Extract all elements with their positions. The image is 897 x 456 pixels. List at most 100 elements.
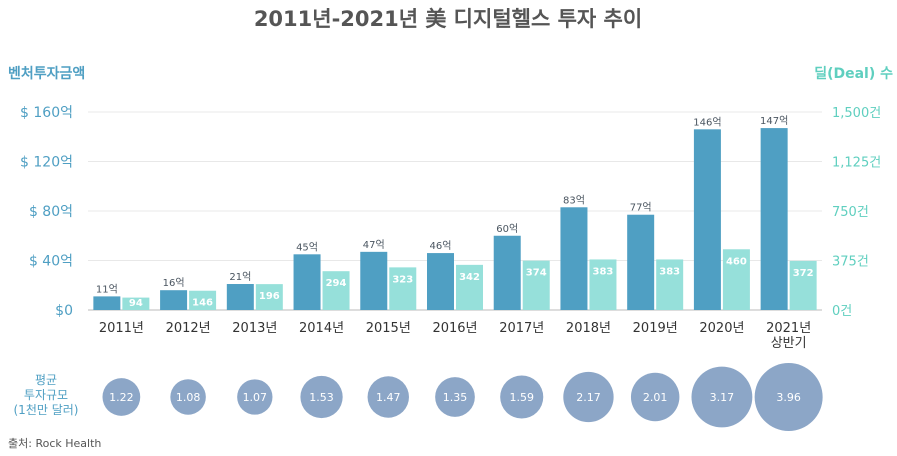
category-label: 상반기 <box>771 336 807 351</box>
bars: 11억 94 16억 146 21억 196 45억 294 47억 323 46억 342 60억 37… <box>93 115 817 310</box>
avg-investment-bubble <box>367 376 409 418</box>
avg-investment-bubble-label: 1.08 <box>176 391 201 404</box>
avg-investment-bubble <box>237 379 273 415</box>
deal-count-bar <box>389 267 417 310</box>
avg-investment-bubble-label: 1.47 <box>376 391 401 404</box>
deal-count-bar-label: 342 <box>459 272 480 283</box>
category-label: 2020년 <box>699 321 744 336</box>
category-label: 2018년 <box>566 321 611 336</box>
avg-investment-bubble <box>500 375 544 419</box>
avg-investment-bubble <box>300 375 343 419</box>
left-axis-title: 벤처투자금액 <box>8 65 85 82</box>
investment-bar-label: 11억 <box>96 283 118 295</box>
bubble-row-label-line: 투자규모 <box>24 388 68 402</box>
investment-bar <box>226 284 254 310</box>
deal-count-bar <box>322 271 350 310</box>
investment-bar <box>93 296 121 310</box>
investment-bar <box>427 253 454 310</box>
investment-bar-label: 21억 <box>229 271 251 283</box>
investment-bar-label: 16억 <box>163 277 185 289</box>
average-investment-bubbles: 1.22 1.08 1.07 1.53 1.47 1.35 1.59 2.17 2.01 3.17… <box>102 363 823 431</box>
investment-bar <box>293 254 321 310</box>
investment-bar-label: 46억 <box>430 240 452 252</box>
avg-investment-bubble-label: 1.59 <box>509 391 534 404</box>
investment-bar-label: 147억 <box>760 115 788 127</box>
left-tick-label: $0 <box>55 303 73 319</box>
investment-bar <box>760 128 788 310</box>
category-labels: 2011년 2012년 2013년 2014년 2015년 2016년 2017년 2018년… <box>99 321 811 351</box>
deal-count-bar <box>189 290 217 310</box>
avg-investment-bubble <box>754 363 823 431</box>
right-axis-ticks: 1,500건 1,125건 750건 375건 0건 <box>832 106 881 319</box>
investment-bar-label: 47억 <box>363 239 385 251</box>
category-label: 2021년 <box>766 321 811 336</box>
category-label: 2011년 <box>99 321 144 336</box>
category-label: 2016년 <box>432 321 477 336</box>
right-tick-label: 1,500건 <box>832 106 881 121</box>
avg-investment-bubble <box>691 366 753 428</box>
source-note: 출처: Rock Health <box>8 437 101 450</box>
right-tick-label: 0건 <box>832 304 852 319</box>
investment-bar-label: 77억 <box>630 202 652 214</box>
deal-count-bar <box>122 297 150 310</box>
investment-bar <box>493 235 521 310</box>
category-label: 2019년 <box>633 321 678 336</box>
avg-investment-bubble-label: 2.01 <box>643 391 668 404</box>
deal-count-bar-label: 294 <box>326 278 347 289</box>
deal-count-bar <box>456 264 483 310</box>
investment-bar-label: 45억 <box>296 241 318 253</box>
deal-count-bar-label: 372 <box>793 268 814 279</box>
deal-count-bar-label: 94 <box>129 298 143 309</box>
deal-count-bar <box>522 260 550 310</box>
deal-count-bar-label: 460 <box>726 256 747 267</box>
avg-investment-bubble <box>435 377 475 417</box>
category-label: 2013년 <box>232 321 277 336</box>
category-label: 2015년 <box>366 321 411 336</box>
category-label: 2017년 <box>499 321 544 336</box>
deal-count-bar <box>589 259 617 310</box>
avg-investment-bubble <box>102 378 141 416</box>
avg-investment-bubble-label: 1.53 <box>309 391 334 404</box>
deal-count-bar-label: 374 <box>526 268 547 279</box>
bubble-row-label-line: (1천만 달러) <box>14 402 79 417</box>
deal-count-bar-label: 146 <box>192 298 213 309</box>
avg-investment-bubble-label: 1.22 <box>109 391 134 404</box>
avg-investment-bubble <box>630 372 680 422</box>
deal-count-bar-label: 323 <box>392 274 413 285</box>
left-axis-ticks: $ 160억 $ 120억 $ 80억 $ 40억 $0 <box>20 105 73 319</box>
investment-bar-label: 60억 <box>496 223 518 235</box>
avg-investment-bubble <box>563 371 614 423</box>
category-label: 2012년 <box>166 321 211 336</box>
avg-investment-bubble <box>170 379 206 415</box>
left-tick-label: $ 160억 <box>20 105 73 121</box>
investment-bar <box>360 251 388 310</box>
deal-count-bar <box>255 284 283 310</box>
category-label: 2014년 <box>299 321 344 336</box>
bubble-row-label-line: 평균 <box>35 373 57 387</box>
deal-count-bar <box>789 260 817 310</box>
deal-count-bar-label: 383 <box>659 266 680 277</box>
left-tick-label: $ 120억 <box>20 155 73 171</box>
avg-investment-bubble-label: 2.17 <box>576 391 601 404</box>
investment-bar <box>560 207 588 310</box>
left-tick-label: $ 40억 <box>29 254 73 270</box>
right-axis-title: 딜(Deal) 수 <box>814 66 893 82</box>
investment-bar-label: 83억 <box>563 194 585 206</box>
right-tick-label: 1,125건 <box>832 156 881 171</box>
avg-investment-bubble-label: 1.35 <box>443 391 468 404</box>
investment-bar <box>693 129 721 310</box>
investment-bar <box>160 290 188 310</box>
chart-title: 2011년-2021년 美 디지털헬스 투자 추이 <box>254 7 642 31</box>
investment-bar-label: 146억 <box>693 116 721 128</box>
deal-count-bar-label: 383 <box>593 266 614 277</box>
investment-bar <box>627 214 655 310</box>
right-tick-label: 375건 <box>832 255 869 270</box>
deal-count-bar <box>656 259 684 310</box>
avg-investment-bubble-label: 3.17 <box>710 391 735 404</box>
left-tick-label: $ 80억 <box>29 204 73 220</box>
avg-investment-bubble-label: 1.07 <box>243 391 268 404</box>
right-tick-label: 750건 <box>832 205 869 220</box>
avg-investment-bubble-label: 3.96 <box>776 391 801 404</box>
